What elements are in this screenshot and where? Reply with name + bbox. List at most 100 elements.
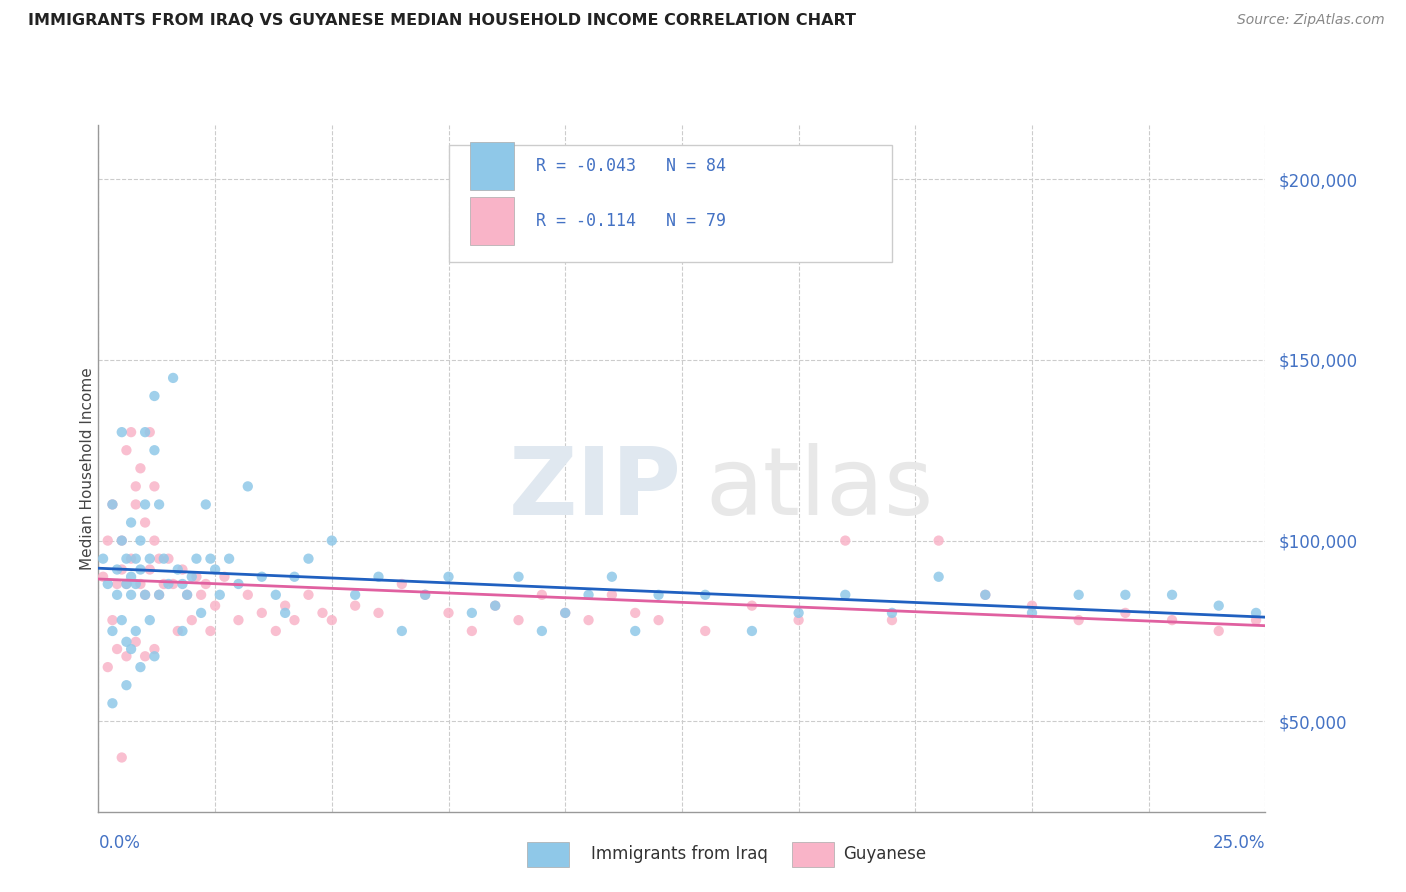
Point <box>186 570 208 584</box>
Point <box>125 624 148 638</box>
Point <box>204 599 226 613</box>
Point <box>172 624 194 638</box>
Point <box>283 570 305 584</box>
Point <box>115 577 138 591</box>
Point <box>134 588 156 602</box>
Point <box>236 479 259 493</box>
Point <box>101 624 124 638</box>
Text: Guyanese: Guyanese <box>844 845 927 863</box>
Point <box>148 588 170 602</box>
Point <box>129 660 152 674</box>
Text: R = -0.043   N = 84: R = -0.043 N = 84 <box>536 157 725 175</box>
Point <box>695 624 717 638</box>
Point <box>1244 606 1267 620</box>
Point <box>157 551 180 566</box>
Point <box>115 649 138 664</box>
Point <box>367 606 389 620</box>
Point <box>194 577 217 591</box>
Point <box>321 613 343 627</box>
Point <box>437 606 460 620</box>
Point <box>928 570 950 584</box>
Point <box>204 562 226 576</box>
Point <box>228 613 250 627</box>
Point <box>101 498 124 512</box>
Point <box>139 551 162 566</box>
Point <box>120 551 142 566</box>
Point <box>120 642 142 657</box>
Text: Source: ZipAtlas.com: Source: ZipAtlas.com <box>1237 13 1385 28</box>
Point <box>115 678 138 692</box>
Point <box>97 533 120 548</box>
Point <box>105 562 128 576</box>
Point <box>176 588 198 602</box>
Text: IMMIGRANTS FROM IRAQ VS GUYANESE MEDIAN HOUSEHOLD INCOME CORRELATION CHART: IMMIGRANTS FROM IRAQ VS GUYANESE MEDIAN … <box>28 13 856 29</box>
Point <box>600 570 623 584</box>
Point <box>166 562 188 576</box>
Point <box>101 696 124 710</box>
FancyBboxPatch shape <box>449 145 891 262</box>
Point <box>129 461 152 475</box>
Point <box>101 613 124 627</box>
FancyBboxPatch shape <box>470 142 513 190</box>
Point <box>311 606 333 620</box>
Point <box>162 577 184 591</box>
Point <box>554 606 576 620</box>
Point <box>1208 599 1230 613</box>
Point <box>143 443 166 458</box>
Point <box>115 443 138 458</box>
Point <box>413 588 436 602</box>
Point <box>484 599 506 613</box>
Point <box>194 498 217 512</box>
Point <box>228 577 250 591</box>
Point <box>624 606 647 620</box>
Point <box>391 577 413 591</box>
Point <box>120 516 142 530</box>
Point <box>190 588 212 602</box>
Point <box>186 551 208 566</box>
Point <box>115 635 138 649</box>
Point <box>344 599 367 613</box>
Point <box>143 479 166 493</box>
Point <box>484 599 506 613</box>
Point <box>297 551 319 566</box>
Y-axis label: Median Household Income: Median Household Income <box>80 367 94 570</box>
Point <box>139 562 162 576</box>
Point <box>105 588 128 602</box>
Point <box>172 577 194 591</box>
Point <box>143 389 166 403</box>
Point <box>148 551 170 566</box>
Point <box>105 577 128 591</box>
Point <box>111 533 134 548</box>
Point <box>125 551 148 566</box>
Point <box>218 551 240 566</box>
Point <box>139 425 162 439</box>
Point <box>461 624 484 638</box>
Point <box>695 588 717 602</box>
Point <box>1161 588 1184 602</box>
Point <box>180 570 202 584</box>
Point <box>264 588 287 602</box>
Point <box>111 562 134 576</box>
Point <box>157 577 180 591</box>
Point <box>1021 606 1043 620</box>
Point <box>437 570 460 584</box>
Point <box>880 606 903 620</box>
Point <box>236 588 259 602</box>
Point <box>111 750 134 764</box>
Point <box>297 588 319 602</box>
Point <box>152 551 174 566</box>
Point <box>125 577 148 591</box>
Point <box>274 606 297 620</box>
Point <box>1161 613 1184 627</box>
Point <box>214 570 236 584</box>
Point <box>787 613 810 627</box>
Point <box>125 635 148 649</box>
Point <box>129 533 152 548</box>
Point <box>1021 599 1043 613</box>
Point <box>134 649 156 664</box>
Point <box>461 606 484 620</box>
Point <box>134 588 156 602</box>
Text: R = -0.114   N = 79: R = -0.114 N = 79 <box>536 211 725 230</box>
Point <box>508 570 530 584</box>
Point <box>250 570 273 584</box>
